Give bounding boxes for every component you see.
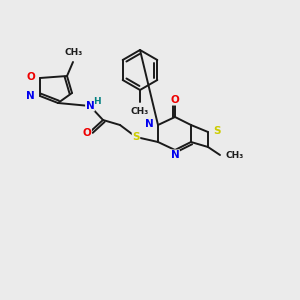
Text: S: S <box>132 132 140 142</box>
Text: CH₃: CH₃ <box>131 107 149 116</box>
Text: O: O <box>171 95 179 105</box>
Text: O: O <box>82 128 91 138</box>
Text: N: N <box>85 101 94 111</box>
Text: S: S <box>213 126 220 136</box>
Text: N: N <box>145 119 154 129</box>
Text: O: O <box>26 72 35 82</box>
Text: N: N <box>26 91 35 101</box>
Text: CH₃: CH₃ <box>225 151 243 160</box>
Text: CH₃: CH₃ <box>65 48 83 57</box>
Text: H: H <box>93 97 101 106</box>
Text: N: N <box>171 150 179 160</box>
